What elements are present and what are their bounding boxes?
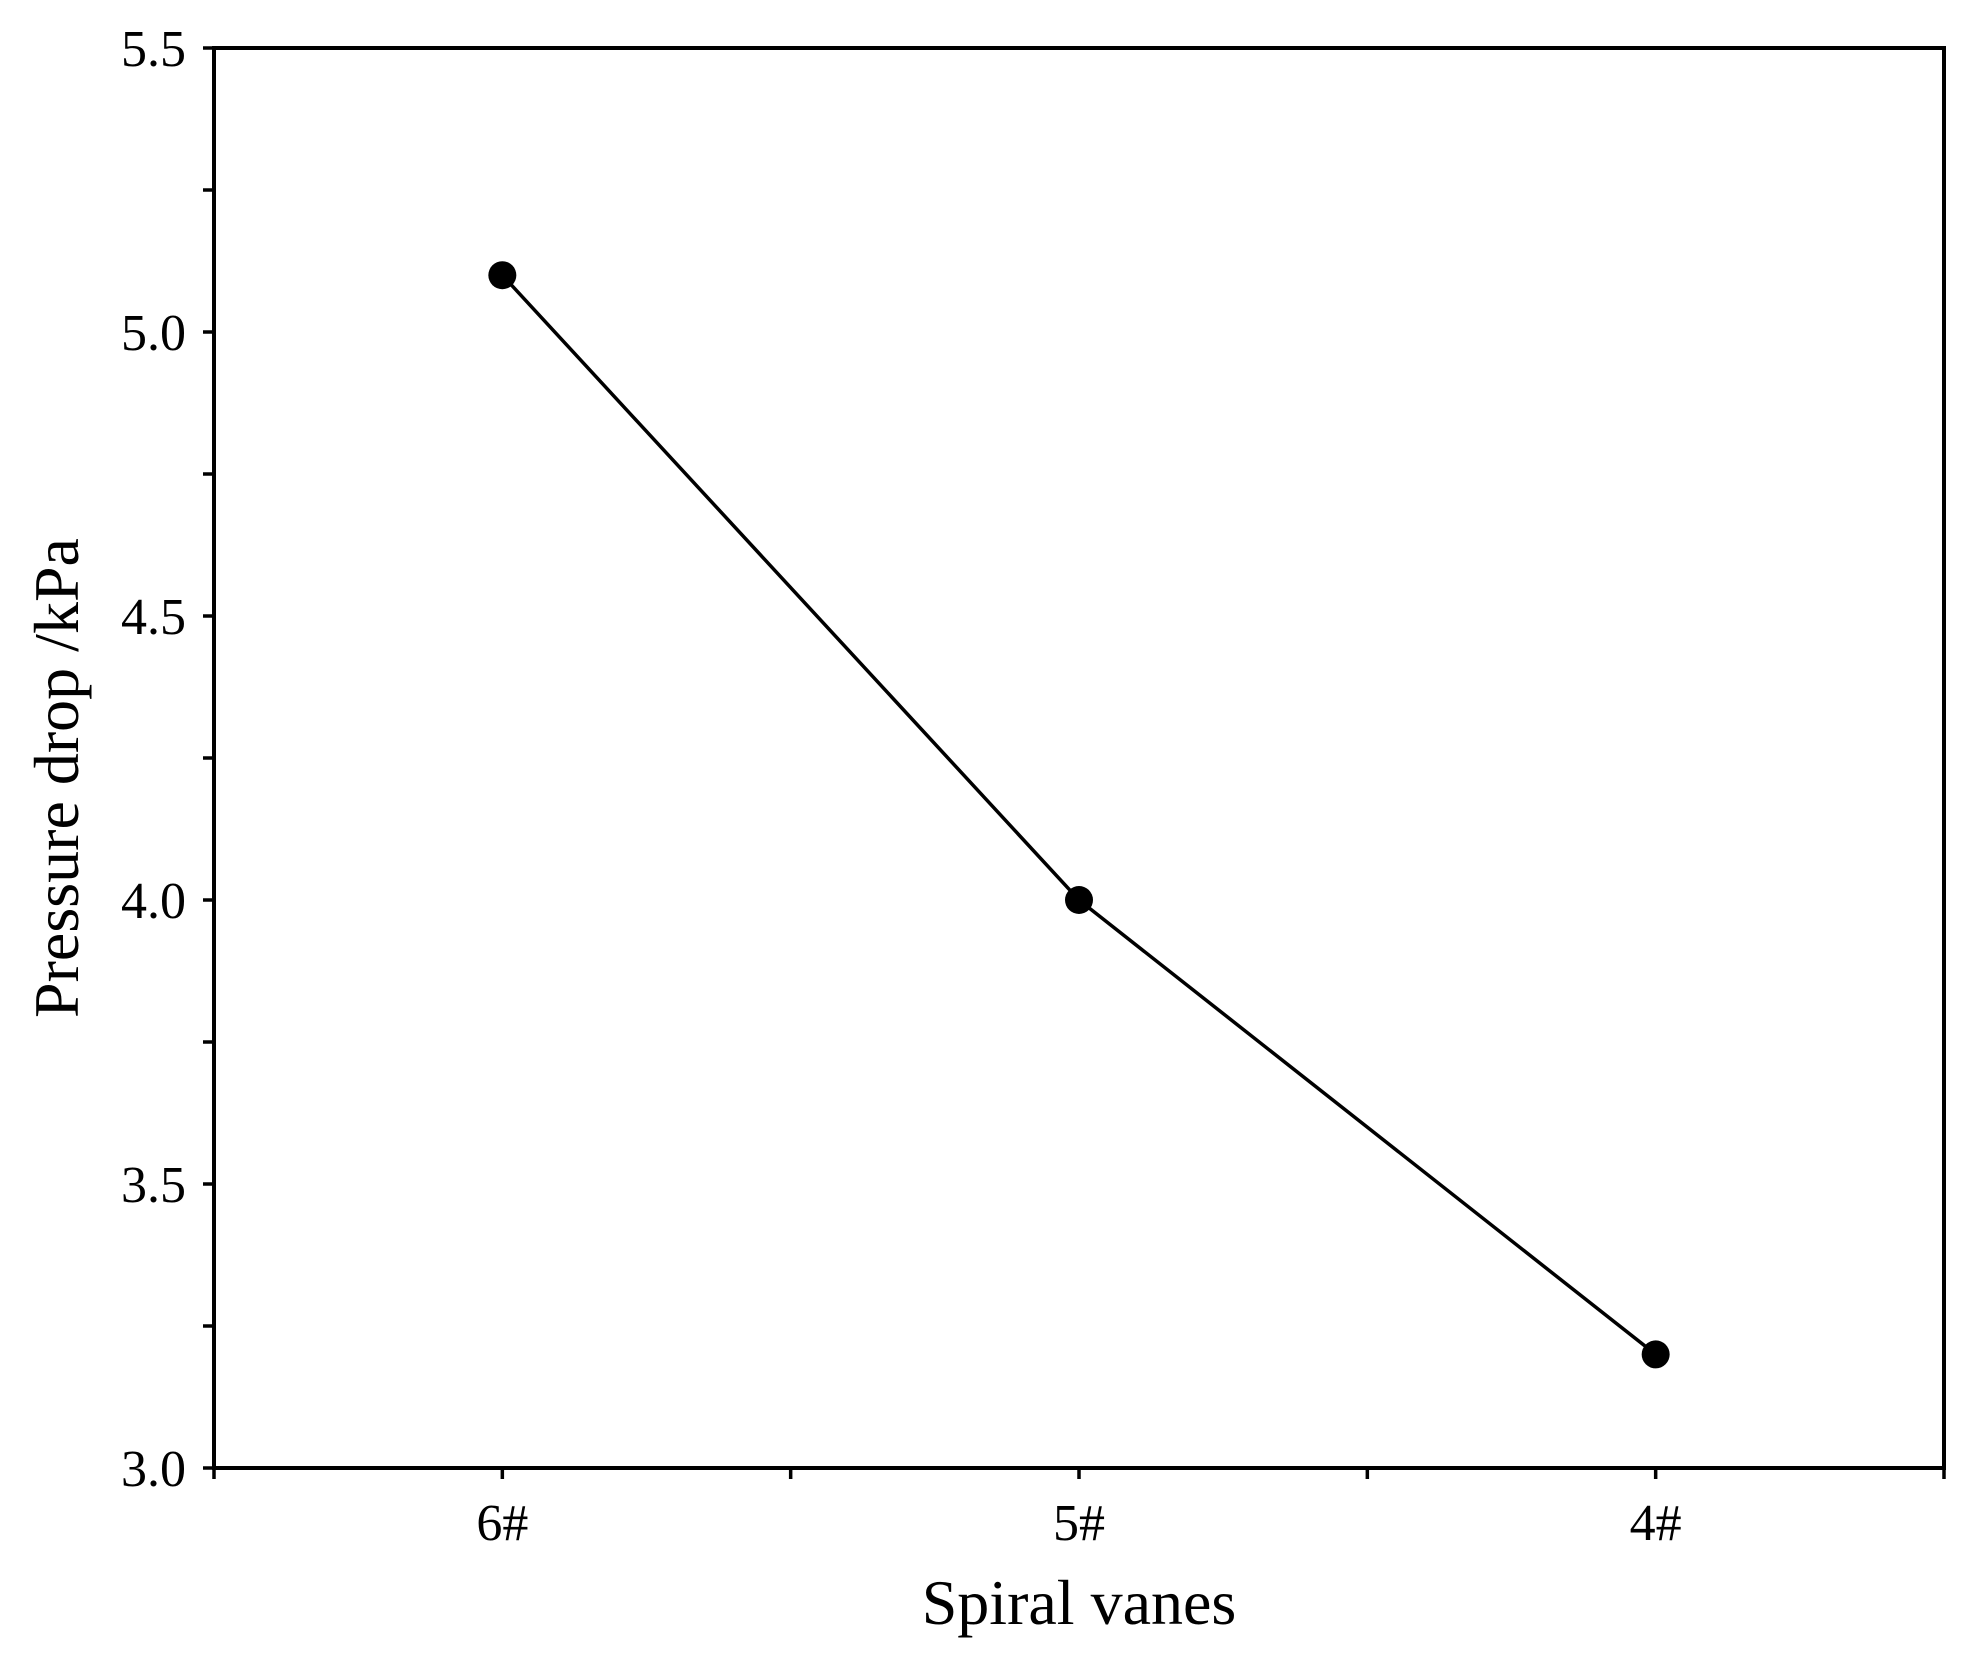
data-point: [1065, 886, 1093, 914]
plot-area-frame: [212, 46, 1946, 1470]
data-point: [488, 261, 517, 290]
data-point: [1641, 1340, 1670, 1369]
y-tick-label: 4.0: [121, 873, 186, 930]
series-markers: [488, 261, 1670, 1369]
x-tick-label: 4#: [1630, 1495, 1682, 1552]
y-axis-title: Pressure drop /kPa: [21, 538, 92, 1018]
y-tick-label: 5.5: [121, 21, 186, 78]
x-tick-label: 6#: [476, 1495, 528, 1552]
x-axis-title: Spiral vanes: [922, 1567, 1237, 1638]
x-axis-tick-labels: 6# 5# 4#: [476, 1495, 1681, 1552]
y-axis-tick-labels: 3.0 3.5 4.0 4.5 5.0 5.5: [121, 21, 186, 1498]
y-tick-label: 3.5: [121, 1157, 186, 1214]
y-tick-label: 4.5: [121, 589, 186, 646]
y-tick-label: 3.0: [121, 1441, 186, 1498]
x-tick-label: 5#: [1053, 1495, 1105, 1552]
y-tick-label: 5.0: [121, 305, 186, 362]
